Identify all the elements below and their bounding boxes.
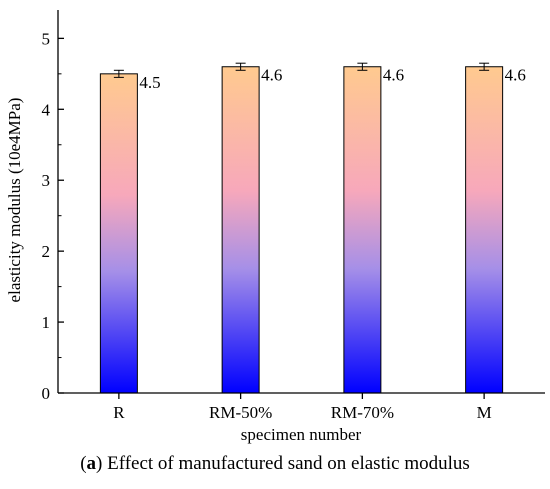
x-tick-label-4: M: [477, 403, 492, 422]
y-axis-label: elasticity modulus (10e4MPa): [5, 98, 24, 303]
x-tick-label-3: RM-70%: [331, 403, 394, 422]
error-bar-1: [113, 69, 124, 78]
error-bars-layer: [113, 62, 490, 78]
data-label-3: 4.6: [383, 66, 404, 85]
y-tick-label-2: 2: [42, 242, 51, 261]
error-bar-3: [357, 62, 368, 71]
x-axis-label: specimen number: [241, 425, 362, 444]
bar-2: [221, 66, 260, 394]
error-bar-4: [479, 62, 490, 71]
caption-text: Effect of manufactured sand on elastic m…: [102, 453, 470, 474]
data-label-2: 4.6: [261, 66, 282, 85]
y-tick-label-0: 0: [42, 384, 51, 403]
bar-1: [99, 73, 138, 394]
bar-3: [343, 66, 382, 394]
caption-label: a: [86, 453, 97, 474]
data-labels-layer: 4.5 4.6 4.6 4.6: [139, 66, 526, 92]
y-tick-label-4: 4: [42, 100, 51, 119]
y-tick-label-5: 5: [42, 29, 51, 48]
y-tick-label-3: 3: [42, 171, 51, 190]
data-label-1: 4.5: [139, 73, 160, 92]
x-tick-label-1: R: [113, 403, 125, 422]
x-tick-label-2: RM-50%: [209, 403, 272, 422]
figure-caption: (a) Effect of manufactured sand on elast…: [80, 453, 470, 474]
error-bar-2: [235, 62, 246, 71]
y-tick-label-1: 1: [42, 313, 51, 332]
data-label-4: 4.6: [505, 66, 526, 85]
bar-4: [465, 66, 504, 394]
x-ticks-layer: R RM-50% RM-70% M: [113, 393, 492, 422]
y-ticks-layer: 0 1 2 3 4 5: [42, 29, 64, 403]
bar-chart: 4.5 4.6 4.6 4.6 0 1 2 3 4 5 R RM-50% RM-70% M speci…: [5, 10, 545, 444]
bars-layer: [99, 66, 504, 394]
